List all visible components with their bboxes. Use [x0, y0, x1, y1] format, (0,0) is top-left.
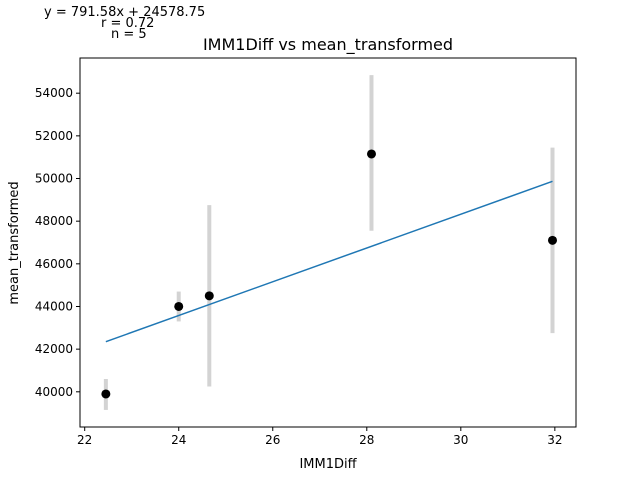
x-tick-label-3: 28 — [359, 433, 374, 447]
y-tick-label-6: 52000 — [35, 129, 73, 143]
x-tick-label-1: 24 — [171, 433, 186, 447]
data-point-3 — [366, 149, 376, 159]
data-point-1 — [174, 301, 184, 311]
plot-frame — [79, 57, 577, 428]
y-tick-label-4: 48000 — [35, 214, 73, 228]
y-tick-label-5: 50000 — [35, 172, 73, 186]
x-tick-label-2: 26 — [265, 433, 280, 447]
y-axis-label: mean_transformed — [7, 181, 22, 304]
correlation-coefficient: r = 0.72 — [101, 16, 155, 31]
y-tick-label-7: 54000 — [35, 86, 73, 100]
regression-equation: y = 791.58x + 24578.75 — [44, 5, 206, 20]
x-tick-label-5: 32 — [547, 433, 562, 447]
data-point-0 — [101, 389, 111, 399]
y-tick-label-2: 44000 — [35, 299, 73, 313]
data-point-2 — [204, 291, 214, 301]
x-tick-label-0: 22 — [77, 433, 92, 447]
y-tick-label-3: 46000 — [35, 257, 73, 271]
data-point-4 — [547, 235, 557, 245]
sample-count: n = 5 — [111, 27, 147, 42]
y-tick-label-0: 40000 — [35, 385, 73, 399]
chart-title: IMM1Diff vs mean_transformed — [203, 35, 453, 55]
fit-line — [105, 180, 553, 343]
x-axis-label: IMM1Diff — [299, 457, 357, 472]
x-tick-label-4: 30 — [453, 433, 468, 447]
y-tick-label-1: 42000 — [35, 342, 73, 356]
